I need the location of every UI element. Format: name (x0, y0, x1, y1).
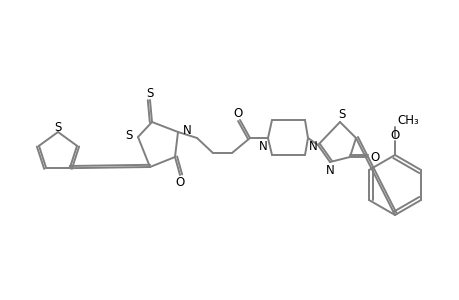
Text: S: S (146, 86, 153, 100)
Text: CH₃: CH₃ (396, 113, 418, 127)
Text: N: N (325, 164, 334, 176)
Text: S: S (125, 128, 132, 142)
Text: N: N (258, 140, 267, 152)
Text: O: O (175, 176, 184, 188)
Text: O: O (390, 128, 399, 142)
Text: N: N (308, 140, 317, 152)
Text: O: O (369, 151, 379, 164)
Text: O: O (233, 106, 242, 119)
Text: S: S (54, 121, 62, 134)
Text: S: S (337, 107, 345, 121)
Text: N: N (182, 124, 191, 136)
